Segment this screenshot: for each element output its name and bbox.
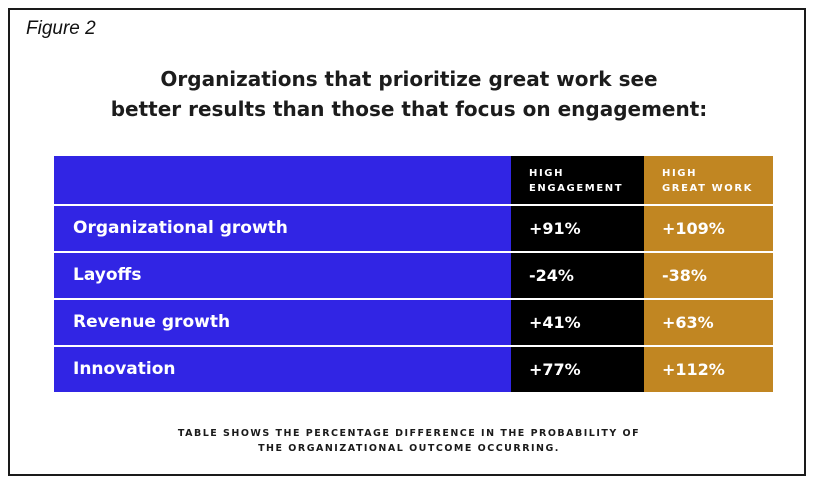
header-high-great-work-line-2: GREAT WORK [662, 183, 753, 194]
table-header-row: HIGH ENGAGEMENT HIGH GREAT WORK [54, 156, 773, 204]
value-engagement-organizational-growth: +91% [511, 204, 644, 251]
value-engagement-revenue-growth: +41% [511, 298, 644, 345]
table-row-organizational-growth: Organizational growth +91% +109% [54, 204, 773, 251]
header-empty-cell [54, 156, 511, 204]
figure-frame: Figure 2 Organizations that prioritize g… [8, 8, 806, 476]
results-table: HIGH ENGAGEMENT HIGH GREAT WORK Organiza… [54, 156, 773, 397]
header-high-great-work: HIGH GREAT WORK [644, 156, 773, 204]
row-label-organizational-growth: Organizational growth [54, 204, 511, 251]
value-great-work-revenue-growth: +63% [644, 298, 773, 345]
header-high-engagement: HIGH ENGAGEMENT [511, 156, 644, 204]
header-high-engagement-line-1: HIGH [529, 168, 565, 179]
row-label-layoffs: Layoffs [54, 251, 511, 298]
chart-title-line-2: better results than those that focus on … [110, 97, 708, 121]
footnote-line-2: THE ORGANIZATIONAL OUTCOME OCCURRING. [258, 443, 560, 454]
value-great-work-layoffs: -38% [644, 251, 773, 298]
header-high-engagement-line-2: ENGAGEMENT [529, 183, 624, 194]
header-high-great-work-line-1: HIGH [662, 168, 698, 179]
table-row-revenue-growth: Revenue growth +41% +63% [54, 298, 773, 345]
table-row-innovation: Innovation +77% +112% [54, 345, 773, 392]
value-great-work-organizational-growth: +109% [644, 204, 773, 251]
value-great-work-innovation: +112% [644, 345, 773, 392]
row-label-revenue-growth: Revenue growth [54, 298, 511, 345]
table-row-layoffs: Layoffs -24% -38% [54, 251, 773, 298]
value-engagement-layoffs: -24% [511, 251, 644, 298]
chart-title-line-1: Organizations that prioritize great work… [160, 67, 658, 91]
row-label-innovation: Innovation [54, 345, 511, 392]
footnote-line-1: TABLE SHOWS THE PERCENTAGE DIFFERENCE IN… [177, 428, 641, 439]
figure-label: Figure 2 [26, 18, 96, 39]
value-engagement-innovation: +77% [511, 345, 644, 392]
